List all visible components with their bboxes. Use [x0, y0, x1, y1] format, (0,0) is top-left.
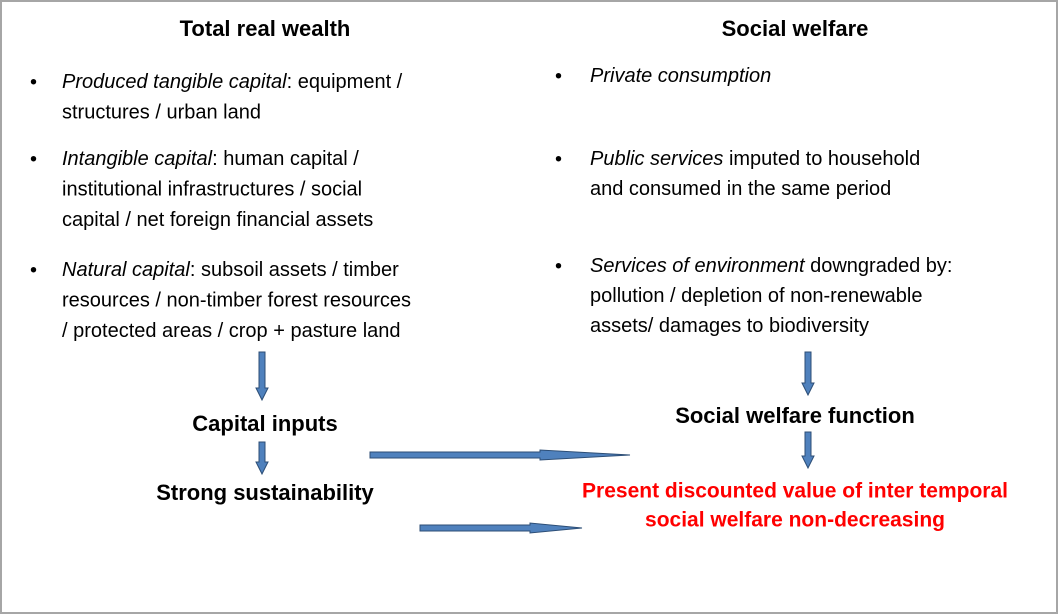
arrow-right: [369, 449, 631, 461]
bullet-term: Services of environment: [590, 255, 806, 277]
conclusion: Present discounted value of inter tempor…: [582, 480, 1008, 503]
arrow-down: [255, 351, 269, 402]
bullet-line: and consumed in the same period: [590, 178, 891, 200]
bullet-term: Private consumption: [590, 65, 771, 87]
bullet-text: : human capital /: [212, 148, 359, 170]
bullet-line: structures / urban land: [62, 102, 261, 124]
bullet-line: Intangible capital: human capital /: [62, 148, 359, 170]
bullet-dot: •: [30, 259, 37, 281]
bullet-dot: •: [555, 148, 562, 170]
bullet-line: capital / net foreign financial assets: [62, 209, 373, 231]
bullet-line: Natural capital: subsoil assets / timber: [62, 259, 399, 281]
bullet-dot: •: [555, 65, 562, 87]
bullet-text: and consumed in the same period: [590, 178, 891, 200]
bullet-line: resources / non-timber forest resources: [62, 290, 411, 312]
bullet-term: Public services: [590, 148, 723, 170]
social-welfare-function: Social welfare function: [675, 403, 915, 428]
bullet-line: Public services imputed to household: [590, 148, 920, 170]
bullet-text: institutional infrastructures / social: [62, 179, 362, 201]
bullet-text: imputed to household: [723, 148, 920, 170]
bullet-term: Natural capital: [62, 259, 190, 281]
left-bullets: • Produced tangible capital: equipment / s…: [30, 71, 411, 342]
bullet-line: pollution / depletion of non-renewable: [590, 285, 922, 307]
conclusion: social welfare non-decreasing: [645, 509, 945, 532]
bullet-term: Intangible capital: [62, 148, 213, 170]
bullet-text: capital / net foreign financial assets: [62, 209, 373, 231]
bullet-text: : subsoil assets / timber: [190, 259, 399, 281]
right-title: Social welfare: [722, 16, 869, 41]
strong-sustainability: Strong sustainability: [156, 480, 374, 505]
bullet-dot: •: [30, 71, 37, 93]
bullet-text: / protected areas / crop + pasture land: [62, 320, 401, 342]
capital-inputs: Capital inputs: [192, 411, 337, 436]
arrow-down: [255, 441, 269, 476]
bullet-text: resources / non-timber forest resources: [62, 290, 411, 312]
bullet-text: downgraded by:: [805, 255, 953, 277]
bullet-term: Produced tangible capital: [62, 71, 287, 93]
right-bullets: • Private consumption • Public services imp…: [555, 65, 952, 337]
left-title: Total real wealth: [180, 16, 351, 41]
bullet-line: Produced tangible capital: equipment /: [62, 71, 403, 93]
bullet-line: Services of environment downgraded by:: [590, 255, 952, 277]
arrow-right: [419, 522, 583, 534]
arrow-down: [801, 431, 815, 470]
bullet-dot: •: [555, 255, 562, 277]
bullet-text: pollution / depletion of non-renewable: [590, 285, 922, 307]
bullet-text: : equipment /: [287, 71, 403, 93]
bullet-line: Private consumption: [590, 65, 771, 87]
bullet-line: / protected areas / crop + pasture land: [62, 320, 401, 342]
bullet-line: assets/ damages to biodiversity: [590, 315, 869, 337]
bullet-text: structures / urban land: [62, 102, 261, 124]
bullet-line: institutional infrastructures / social: [62, 179, 362, 201]
arrow-down: [801, 351, 815, 397]
bullet-dot: •: [30, 148, 37, 170]
bullet-text: assets/ damages to biodiversity: [590, 315, 869, 337]
